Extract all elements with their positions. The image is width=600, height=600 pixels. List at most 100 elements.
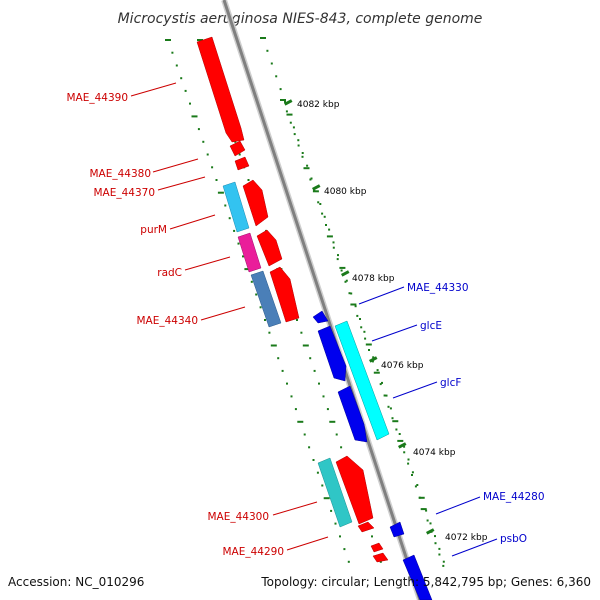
- gene-labels: MAE_44390 MAE_44380 MAE_44370 purM radC …: [66, 92, 544, 558]
- guide-dot: [426, 519, 429, 522]
- guide-dot: [312, 190, 319, 193]
- gene-arrow-mae-44300-b[interactable]: [357, 521, 375, 533]
- guide-dot: [325, 224, 327, 226]
- guide-dot: [215, 179, 218, 181]
- guide-dot: [217, 191, 224, 194]
- guide-dot: [319, 203, 322, 205]
- guide-dot: [255, 293, 258, 296]
- guide-dot: [197, 128, 200, 131]
- guide-dot: [339, 535, 341, 538]
- guide-dot: [312, 459, 315, 461]
- guide-dot: [211, 166, 214, 169]
- guide-dot: [233, 229, 236, 232]
- gene-arrow-mae-44380[interactable]: [229, 140, 246, 157]
- gene-arrow-mae-44390[interactable]: [196, 36, 245, 143]
- guide-dot: [294, 408, 297, 411]
- guide-dot: [250, 280, 253, 283]
- guide-dot: [345, 279, 348, 282]
- gene-label-mae-44390[interactable]: MAE_44390: [66, 92, 128, 104]
- gene-label-mae-44330[interactable]: MAE_44330: [407, 282, 469, 294]
- guide-dot: [234, 140, 237, 143]
- ruler-tick-label: 4078 kbp: [352, 274, 395, 284]
- guide-dot: [335, 433, 338, 436]
- ruler-tick: 4080 kbp: [311, 184, 367, 197]
- gene-label-mae-44380[interactable]: MAE_44380: [89, 168, 151, 180]
- guide-dot: [326, 235, 333, 238]
- guide-dot: [350, 303, 357, 306]
- guide-dot: [206, 153, 209, 156]
- guide-dot: [244, 268, 251, 271]
- guide-dot: [184, 89, 187, 92]
- gene-box-mae-44340-steel[interactable]: [250, 270, 282, 328]
- guide-dot: [371, 360, 374, 363]
- guide-dot: [368, 349, 370, 351]
- gene-label-psbO[interactable]: psbO: [500, 533, 527, 545]
- gene-label-mae-44340[interactable]: MAE_44340: [136, 315, 198, 327]
- guide-dot: [379, 560, 382, 563]
- gene-label-glcF[interactable]: glcF: [440, 377, 461, 389]
- ruler-tick: 4078 kbp: [340, 270, 395, 284]
- guide-dot: [332, 241, 335, 244]
- gene-box-radC-magenta[interactable]: [237, 232, 262, 273]
- feature-guide-tracks: [165, 37, 445, 567]
- gene-box-purM-cyan[interactable]: [222, 181, 250, 233]
- guide-dot: [420, 508, 427, 511]
- guide-dot: [360, 326, 363, 329]
- gene-label-mae-44290[interactable]: MAE_44290: [222, 546, 284, 558]
- guide-dot: [277, 357, 280, 360]
- guide-dot: [313, 369, 316, 372]
- accession-text: Accession: NC_010296: [8, 575, 144, 589]
- guide-dot: [371, 535, 373, 538]
- guide-dot: [268, 331, 271, 334]
- guide-dot: [316, 471, 319, 474]
- gene-arrow-mae-44300[interactable]: [335, 455, 374, 525]
- guide-dot: [383, 394, 386, 397]
- guide-dot: [306, 164, 309, 167]
- guide-dot: [297, 144, 300, 147]
- gene-label-mae-44280[interactable]: MAE_44280: [483, 491, 545, 503]
- gene-label-radC[interactable]: radC: [157, 267, 182, 279]
- guide-dot: [425, 509, 428, 512]
- gene-label-mae-44370[interactable]: MAE_44370: [93, 187, 155, 199]
- gene-arrow-mae-44290[interactable]: [370, 542, 384, 553]
- ruler-tick-label: 4072 kbp: [445, 533, 488, 543]
- minus-strand-features: [312, 310, 433, 600]
- ruler-tick-label: 4074 kbp: [413, 448, 456, 458]
- guide-dot: [301, 152, 304, 154]
- gene-box-glcE-cyan[interactable]: [334, 320, 390, 441]
- guide-dot: [171, 51, 174, 54]
- gene-box-mae-44300-teal[interactable]: [317, 457, 353, 528]
- gene-arrow-mae-44280[interactable]: [389, 521, 405, 538]
- guide-dot: [281, 369, 284, 372]
- gene-arrow-psbO[interactable]: [402, 554, 433, 600]
- gene-arrow-purM[interactable]: [242, 179, 269, 227]
- guide-dot: [313, 189, 316, 192]
- guide-dot: [296, 319, 298, 321]
- gene-arrow-radC[interactable]: [256, 229, 283, 267]
- guide-dot: [438, 553, 441, 556]
- ruler-tick: 4082 kbp: [283, 99, 340, 110]
- guide-dot: [259, 306, 262, 309]
- guide-dot: [434, 535, 436, 538]
- gene-arrow-mae-44340[interactable]: [269, 266, 300, 323]
- gene-label-purM[interactable]: purM: [140, 224, 167, 236]
- guide-dot: [442, 564, 445, 567]
- gene-arrow-glcF[interactable]: [337, 385, 368, 443]
- guide-dot: [363, 330, 366, 333]
- guide-dot: [347, 560, 350, 563]
- guide-dot: [317, 201, 320, 204]
- guide-dot: [364, 337, 367, 340]
- gene-arrow-mae-44330[interactable]: [312, 310, 329, 324]
- gene-label-mae-44300[interactable]: MAE_44300: [207, 511, 269, 523]
- guide-dot: [387, 405, 390, 408]
- guide-dot: [284, 100, 286, 103]
- guide-dot: [359, 318, 361, 320]
- gene-label-glcE[interactable]: glcE: [420, 320, 442, 332]
- gene-arrow-glcE[interactable]: [317, 325, 347, 382]
- gene-arrow-mae-44370[interactable]: [234, 156, 250, 171]
- guide-dot: [228, 217, 231, 220]
- guide-dot: [340, 446, 343, 449]
- gene-arrow-mae-44290-b[interactable]: [372, 552, 389, 563]
